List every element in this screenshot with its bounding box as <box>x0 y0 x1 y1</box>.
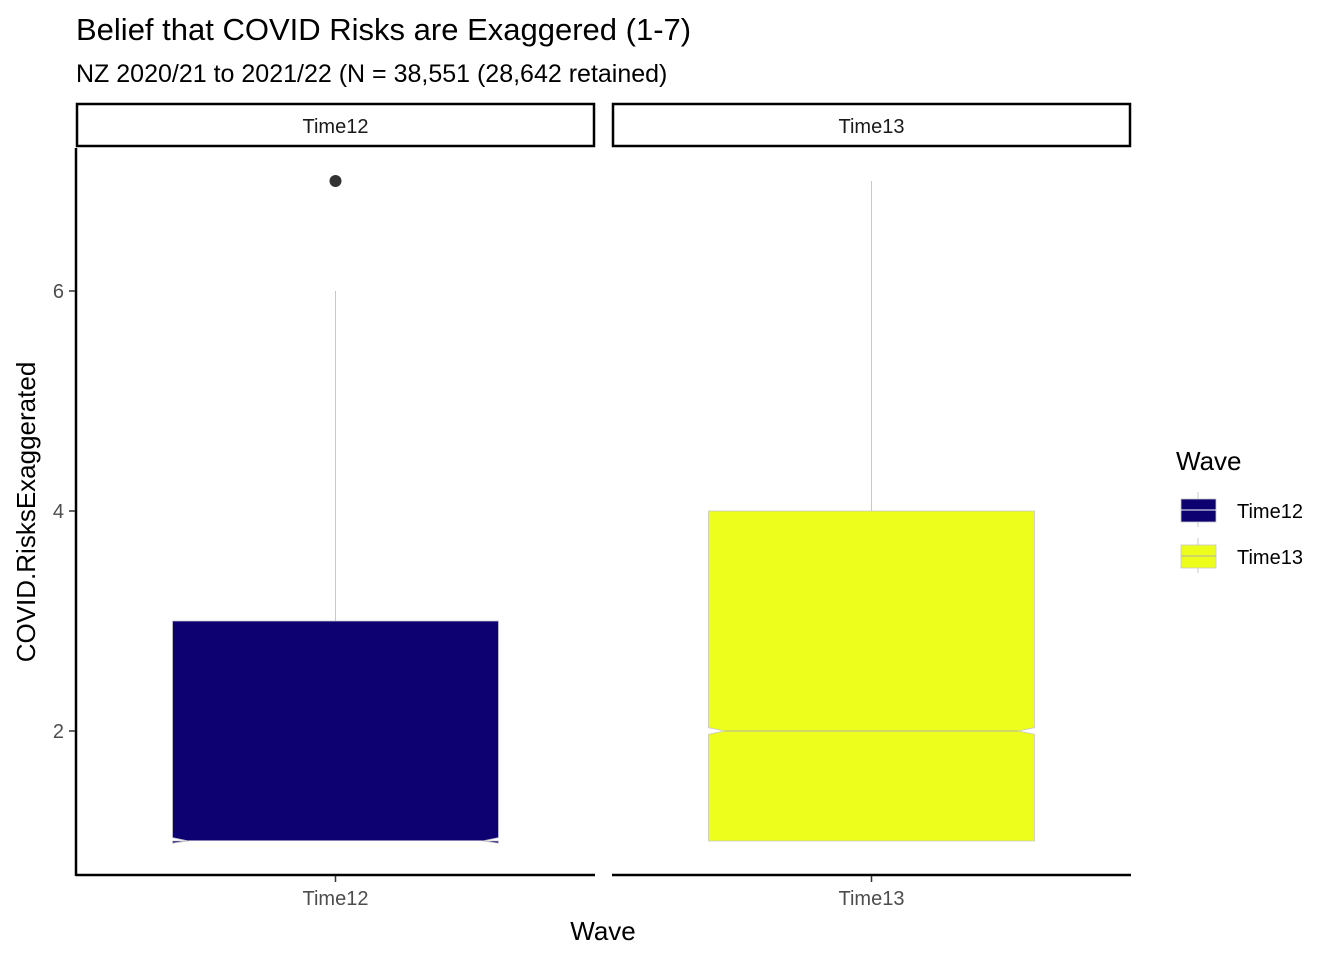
facet-strip <box>611 102 1132 148</box>
legend-label: Time13 <box>1237 547 1303 569</box>
facet-strip-label: Time13 <box>839 116 905 138</box>
y-tick-label: 6 <box>53 281 64 303</box>
x-tick-label: Time12 <box>303 888 369 910</box>
y-axis: 2 4 6 <box>53 148 78 876</box>
facet-panel: Time12 Time12 <box>75 102 596 910</box>
legend-entry: Time13 <box>1180 538 1303 573</box>
legend: Wave Time12 Time13 <box>1176 446 1303 573</box>
legend-title: Wave <box>1176 446 1242 476</box>
y-axis-title: COVID.RisksExaggerated <box>11 362 41 663</box>
facet-strip <box>75 102 596 148</box>
x-tick-label: Time13 <box>839 888 905 910</box>
chart-subtitle: NZ 2020/21 to 2021/22 (N = 38,551 (28,64… <box>76 60 667 88</box>
outlier-point <box>329 175 342 187</box>
chart-title: Belief that COVID Risks are Exaggered (1… <box>76 12 691 47</box>
facet-strip-label: Time12 <box>303 116 369 138</box>
y-tick-label: 2 <box>53 721 64 743</box>
box <box>708 510 1035 842</box>
y-tick-label: 4 <box>53 501 64 523</box>
box <box>172 620 499 844</box>
x-axis-title: Wave <box>570 916 636 946</box>
facet-panels: Time12 Time12 Time13 Time13 <box>75 102 1132 910</box>
legend-label: Time12 <box>1237 501 1303 523</box>
legend-entry: Time12 <box>1180 492 1303 527</box>
facet-panel: Time13 Time13 <box>611 102 1132 910</box>
